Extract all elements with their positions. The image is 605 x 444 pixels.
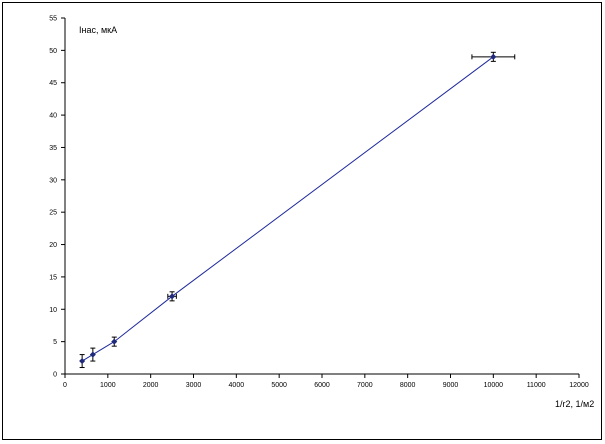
y-tick-label: 30 xyxy=(49,177,57,184)
x-tick-label: 10000 xyxy=(484,382,504,389)
chart-frame xyxy=(2,2,602,440)
x-tick-label: 1000 xyxy=(100,382,116,389)
y-tick-label: 35 xyxy=(49,145,57,152)
series-line xyxy=(81,56,494,362)
data-point xyxy=(79,358,86,365)
y-tick-label: 50 xyxy=(49,48,57,55)
y-tick-label: 10 xyxy=(49,307,57,314)
x-tick-label: 7000 xyxy=(357,382,373,389)
x-tick-label: 9000 xyxy=(443,382,459,389)
y-tick-label: 45 xyxy=(49,80,57,87)
marks xyxy=(79,51,516,369)
x-tick-label: 11000 xyxy=(527,382,546,389)
data-point xyxy=(111,338,118,345)
x-tick-label: 8000 xyxy=(400,382,416,389)
x-tick-label: 6000 xyxy=(314,382,330,389)
y-tick-label: 0 xyxy=(53,372,57,379)
ticks: 0 5 10 15 20 25 30 35 40 45 50 55 0 1000 2000 3000 4000 5… xyxy=(49,16,589,390)
axes xyxy=(64,18,579,375)
y-tick-label: 25 xyxy=(49,210,57,217)
x-tick-label: 3000 xyxy=(186,382,202,389)
x-tick-label: 4000 xyxy=(229,382,245,389)
y-tick-label: 5 xyxy=(53,339,57,346)
data-point xyxy=(490,53,497,60)
data-point xyxy=(169,293,176,300)
x-tick-label: 2000 xyxy=(143,382,159,389)
y-tick-label: 20 xyxy=(49,242,57,249)
x-tick-label: 5000 xyxy=(271,382,287,389)
y-tick-label: 15 xyxy=(49,274,57,281)
x-tick-label: 12000 xyxy=(569,382,589,389)
y-tick-label: 55 xyxy=(49,16,57,23)
x-axis-title: 1/r2, 1/м2 xyxy=(555,399,594,409)
x-tick-label: 0 xyxy=(63,382,67,389)
y-tick-label: 40 xyxy=(49,113,57,120)
data-point xyxy=(89,351,96,358)
y-axis-title: Iнас, мкА xyxy=(79,25,117,35)
